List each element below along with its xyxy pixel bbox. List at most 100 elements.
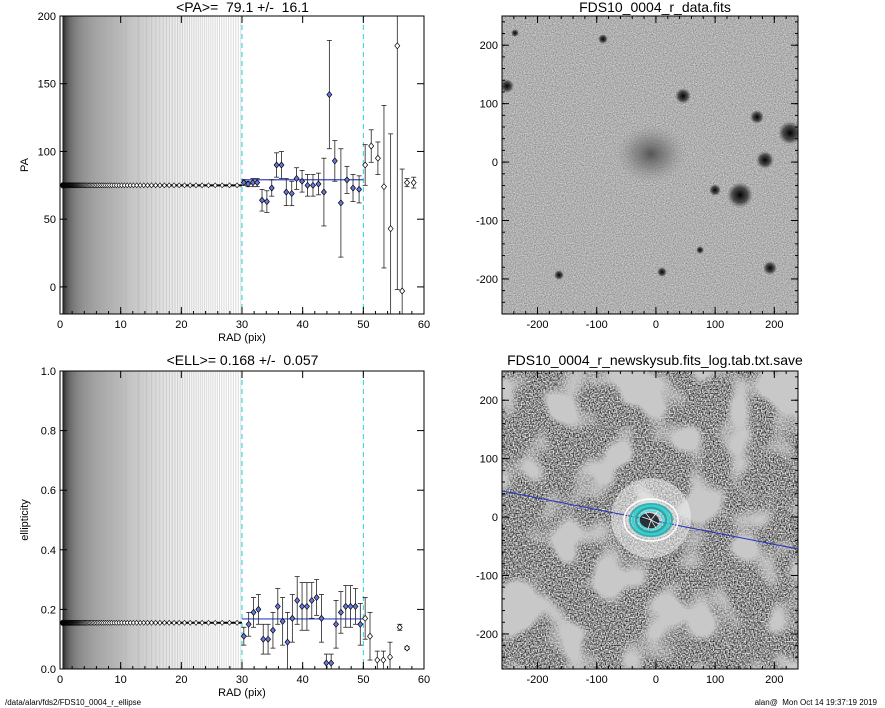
y-tick-label: 0.8	[41, 426, 56, 438]
data-point	[331, 157, 338, 165]
baseline-point	[131, 182, 136, 189]
y-tick-label: 200	[480, 395, 498, 407]
x-tick-label: 0	[653, 674, 659, 686]
x-tick-label: 10	[115, 319, 127, 331]
star-blob	[502, 79, 514, 93]
data-point	[337, 608, 344, 616]
baseline-point	[227, 182, 232, 189]
x-tick-label: 50	[357, 319, 369, 331]
data-point	[410, 179, 417, 187]
galaxy-blob	[615, 124, 687, 184]
data-point	[357, 620, 364, 628]
data-point	[265, 635, 272, 643]
x-tick-label: 30	[236, 674, 248, 686]
baseline-point	[157, 182, 163, 189]
baseline-point	[212, 182, 218, 189]
data-point	[255, 605, 262, 613]
y-tick-label: 0	[492, 512, 498, 524]
baseline-point	[127, 619, 133, 626]
baseline-point	[127, 182, 133, 189]
data-point	[310, 181, 316, 189]
data-point	[326, 91, 333, 99]
baseline-point	[193, 619, 199, 626]
y-tick-label: 50	[44, 214, 56, 226]
data-point	[303, 602, 310, 610]
x-tick-label: 60	[418, 674, 430, 686]
data-point	[289, 614, 296, 622]
star-blob	[657, 267, 667, 277]
y-tick-label: 1.0	[41, 366, 56, 378]
baseline-point	[219, 182, 225, 189]
data-point	[318, 614, 325, 622]
y-tick-label: 200	[480, 40, 498, 52]
radius-lines	[62, 371, 242, 669]
data-point	[356, 185, 363, 193]
data-point	[274, 602, 281, 610]
star-blob	[756, 151, 774, 169]
star-blob	[696, 246, 704, 254]
data-point	[404, 644, 410, 652]
baseline-point	[234, 619, 240, 626]
data-point	[268, 184, 275, 192]
data-point	[367, 632, 373, 640]
data-point	[343, 176, 350, 184]
baseline-point	[212, 619, 218, 626]
data-point	[283, 188, 290, 196]
baseline-point	[134, 619, 140, 626]
x-tick-label: 10	[115, 674, 127, 686]
data-image-panel: -200 -100 0 100 200 -200 -100 0 100 200	[476, 15, 799, 331]
y-tick-label: 0.0	[41, 664, 56, 676]
x-tick-label: 200	[765, 319, 783, 331]
x-tick-label: 0	[57, 674, 63, 686]
baseline-point	[141, 182, 147, 189]
y-tick-label: -100	[476, 571, 498, 583]
data-point	[394, 42, 401, 50]
data-point	[260, 635, 267, 643]
y-tick-label: 0.6	[41, 485, 56, 497]
y-tick-label: 200	[38, 11, 56, 23]
data-point	[254, 179, 261, 187]
baseline-point	[234, 182, 240, 189]
baseline-point	[141, 619, 147, 626]
data-point	[323, 659, 330, 667]
baseline-point	[145, 619, 150, 626]
y-tick-label: 0.2	[41, 604, 56, 616]
x-tick-label: 100	[706, 674, 724, 686]
data-point	[362, 614, 369, 622]
y-tick-label: 0	[492, 157, 498, 169]
data-point	[294, 596, 301, 605]
baseline-point	[176, 619, 182, 626]
x-tick-label: 0	[57, 319, 63, 331]
x-tick-label: -100	[586, 674, 608, 686]
model-image-title: FDS10_0004_r_newskysub.fits_log.tab.txt.…	[507, 352, 803, 368]
data-point	[313, 593, 320, 602]
x-tick-label: 0	[653, 319, 659, 331]
x-tick-label: 200	[765, 674, 783, 686]
baseline-point	[227, 619, 232, 626]
x-axis-label: RAD (pix)	[218, 332, 266, 344]
data-point	[245, 180, 252, 188]
y-axis-label: ellipticity	[19, 499, 31, 541]
data-point	[240, 179, 247, 187]
ell-panel-title: <ELL>= 0.168 +/- 0.057	[166, 352, 319, 368]
data-image-title: FDS10_0004_r_data.fits	[579, 0, 731, 15]
footer-stamp: alan@ Mon Oct 14 19:37:19 2019	[754, 698, 877, 707]
data-point	[284, 638, 291, 646]
data-point	[304, 181, 311, 189]
x-tick-label: 30	[236, 319, 248, 331]
data-point	[342, 602, 349, 610]
baseline-point	[162, 182, 167, 189]
star-blob	[727, 182, 753, 208]
data-point	[347, 602, 354, 610]
baseline-point	[187, 619, 193, 626]
data-point	[333, 620, 339, 628]
data-point	[399, 287, 406, 295]
ellipticity-profile-plot: 0 10 20 30 40 50 60 0.0 0.2 0.4 0.6 0.8 1.0 RAD (pix)…	[19, 366, 430, 699]
data-point	[288, 189, 295, 197]
data-point	[380, 656, 387, 664]
data-point	[387, 225, 394, 233]
baseline-point	[176, 182, 182, 189]
y-tick-label: 0	[50, 282, 56, 294]
